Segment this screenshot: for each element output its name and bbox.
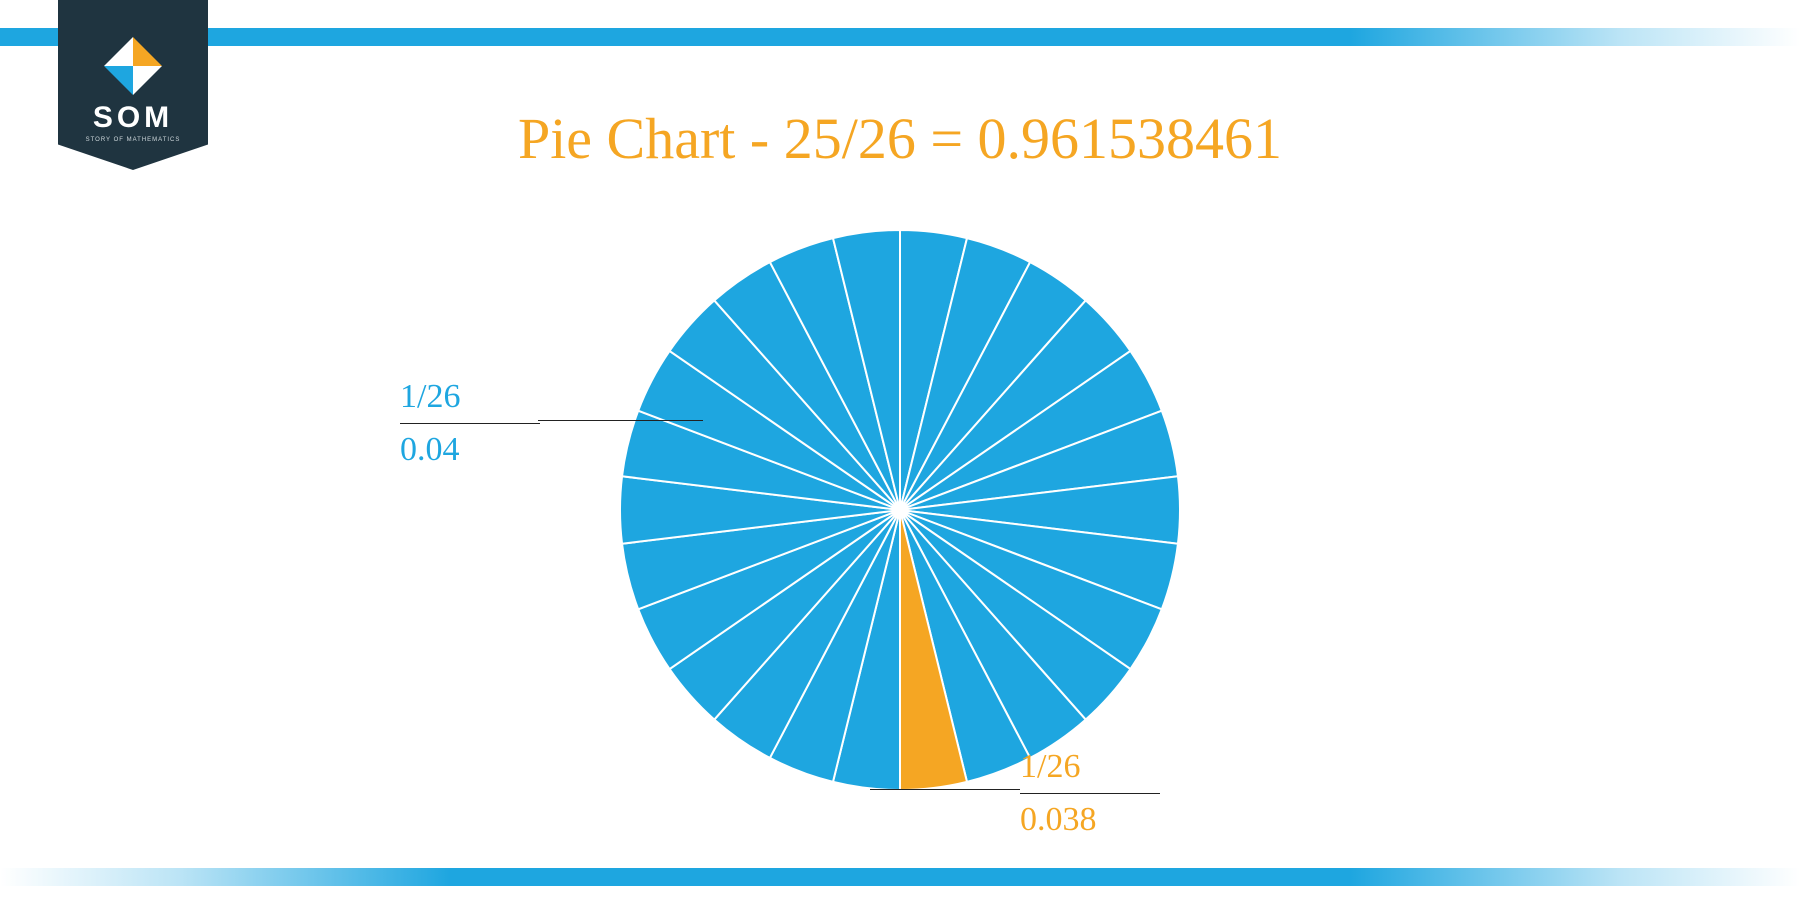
- pie-chart: [620, 230, 1180, 790]
- top-accent-bar: [0, 28, 1800, 46]
- callout-divider: [400, 423, 540, 424]
- callout-orange-fraction: 1/26: [1020, 745, 1160, 789]
- callout-divider: [1020, 793, 1160, 794]
- callout-blue-fraction: 1/26: [400, 375, 540, 419]
- pie-center-dot: [895, 505, 905, 515]
- callout-blue-value: 0.04: [400, 428, 540, 472]
- callout-blue: 1/26 0.04: [400, 375, 540, 472]
- bottom-accent-bar: [0, 868, 1800, 886]
- logo-mark-icon: [104, 37, 162, 95]
- callout-orange: 1/26 0.038: [1020, 745, 1160, 842]
- chart-title: Pie Chart - 25/26 = 0.961538461: [0, 105, 1800, 172]
- leader-line-right: [870, 789, 1020, 790]
- callout-orange-value: 0.038: [1020, 798, 1160, 842]
- leader-line-left: [538, 420, 703, 421]
